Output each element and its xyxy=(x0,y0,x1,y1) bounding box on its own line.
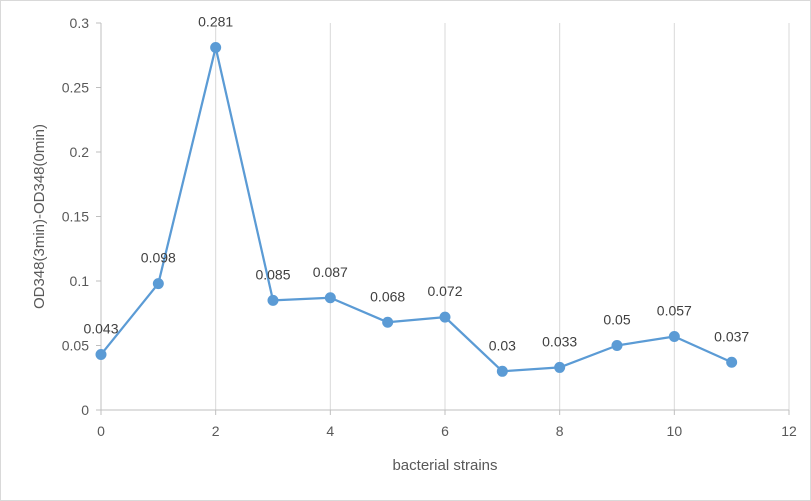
y-tick-label: 0 xyxy=(81,402,89,418)
data-point xyxy=(554,361,566,373)
data-point xyxy=(611,340,623,351)
y-axis-title: OD348(3min)-OD348(0min) xyxy=(31,124,48,309)
data-label: 0.072 xyxy=(427,283,462,299)
data-label: 0.098 xyxy=(141,250,176,266)
data-label: 0.068 xyxy=(370,288,405,304)
data-label: 0.043 xyxy=(83,321,118,337)
x-tick-label: 6 xyxy=(441,423,449,439)
x-tick-label: 8 xyxy=(556,423,564,439)
data-label: 0.033 xyxy=(542,333,577,349)
data-point xyxy=(496,365,508,377)
data-point xyxy=(95,349,107,361)
data-point xyxy=(324,292,336,304)
y-tick-label: 0.15 xyxy=(62,209,89,225)
data-label: 0.281 xyxy=(198,14,233,30)
axes: 0 0.05 0.1 0.15 0.2 0.25 0.3 0 2 4 6 8 10 12 xyxy=(62,15,797,439)
x-tick-label: 0 xyxy=(97,423,105,439)
data-label: 0.085 xyxy=(255,266,290,282)
x-tick-label: 2 xyxy=(212,423,220,439)
data-label: 0.037 xyxy=(714,328,749,344)
x-tick-label: 12 xyxy=(781,423,797,439)
data-point xyxy=(267,294,279,306)
data-label: 0.087 xyxy=(313,264,348,280)
data-point xyxy=(726,356,738,368)
series-line xyxy=(100,46,733,373)
data-point xyxy=(152,278,164,290)
x-tick-label: 10 xyxy=(667,423,683,439)
data-point xyxy=(439,311,451,323)
y-tick-label: 0.05 xyxy=(62,338,89,354)
y-tick-label: 0.25 xyxy=(62,80,89,96)
data-label: 0.05 xyxy=(603,312,630,328)
series xyxy=(95,42,738,377)
data-label: 0.03 xyxy=(489,337,516,353)
y-tick-label: 0.1 xyxy=(70,273,90,289)
data-labels: 0.043 0.098 0.281 0.085 0.087 0.068 0.072 0.03 0… xyxy=(83,14,749,354)
y-tick-label: 0.3 xyxy=(70,15,90,31)
x-tick-label: 4 xyxy=(326,423,334,439)
data-point xyxy=(668,330,680,342)
data-point xyxy=(210,42,222,54)
grid xyxy=(215,23,790,410)
data-label: 0.057 xyxy=(657,302,692,318)
data-point xyxy=(382,316,394,328)
y-tick-label: 0.2 xyxy=(70,144,90,160)
x-axis-title: bacterial strains xyxy=(392,457,497,474)
